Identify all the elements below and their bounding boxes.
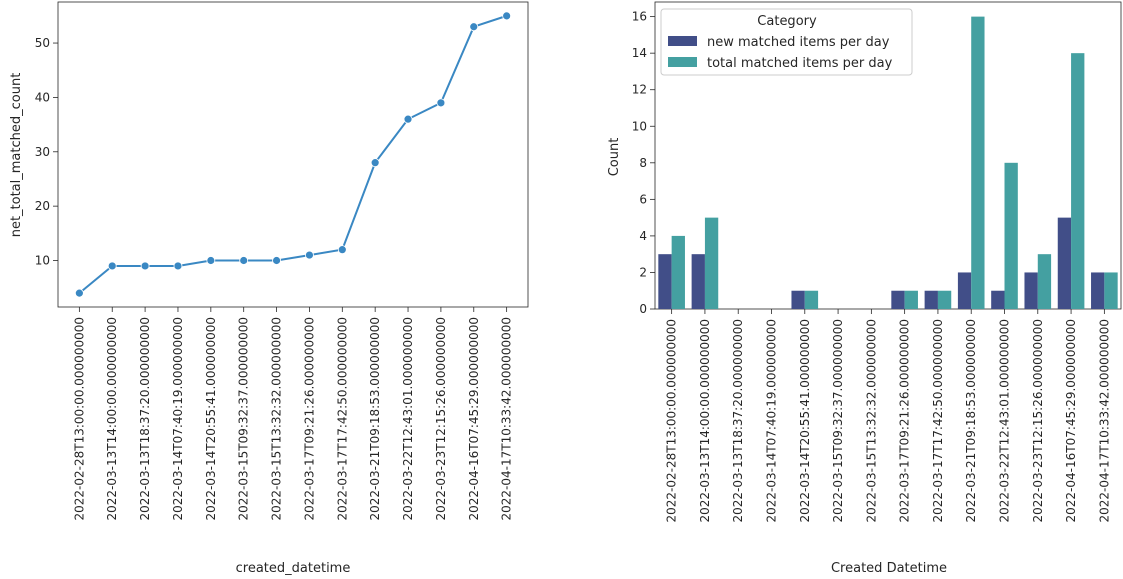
y-tick-label: 30 xyxy=(35,145,50,159)
bar-chart-bars xyxy=(658,16,1118,309)
x-tick-label: 2022-03-15T13:32:32.000000000 xyxy=(864,319,878,523)
x-tick-label: 2022-03-14T20:55:41.000000000 xyxy=(204,317,218,521)
bar-new-matched xyxy=(957,272,972,309)
line-chart-frame xyxy=(57,1,529,308)
data-point xyxy=(436,98,446,108)
data-point xyxy=(74,288,84,298)
x-tick-label: 2022-03-14T07:40:19.000000000 xyxy=(765,319,779,523)
x-tick-label: 2022-03-17T09:21:26.000000000 xyxy=(302,317,316,521)
bar-total-matched xyxy=(904,290,918,309)
bar-new-matched xyxy=(991,290,1005,309)
y-tick-label: 2 xyxy=(639,265,647,279)
legend-swatch-new xyxy=(668,36,697,46)
y-tick-label: 16 xyxy=(632,10,647,24)
y-tick-label: 10 xyxy=(632,119,647,133)
data-point xyxy=(370,158,380,168)
y-tick-label: 10 xyxy=(35,254,50,268)
bar-total-matched xyxy=(1004,162,1018,309)
bar-chart-legend: Category new matched items per day total… xyxy=(660,8,913,76)
y-tick-label: 20 xyxy=(35,199,50,213)
legend-label-total: total matched items per day xyxy=(707,56,893,71)
data-point xyxy=(469,22,479,32)
bar-total-matched xyxy=(1071,53,1085,309)
series-points xyxy=(74,11,512,298)
bar-total-matched xyxy=(671,235,685,309)
bar-new-matched xyxy=(658,254,672,309)
bar-chart-x-axis: 2022-02-28T13:00:00.000000000 2022-03-13T… xyxy=(665,309,1111,523)
x-tick-label: 2022-03-15T13:32:32.000000000 xyxy=(270,317,284,521)
legend-swatch-total xyxy=(668,57,697,67)
bar-chart: 0 2 4 6 8 10 12 14 16 2022-02-28T13:00:00.000000… xyxy=(607,1,1122,576)
x-tick-label: 2022-04-16T07:45:29.000000000 xyxy=(1064,319,1078,523)
bar-total-matched xyxy=(1037,254,1052,309)
legend-title: Category xyxy=(757,14,817,29)
x-tick-label: 2022-04-16T07:45:29.000000000 xyxy=(467,317,481,521)
data-point xyxy=(206,256,216,265)
bar-total-matched xyxy=(704,217,719,309)
x-tick-label: 2022-04-17T10:33:42.000000000 xyxy=(500,317,514,521)
line-chart-x-axis-label: created_datetime xyxy=(236,561,351,576)
data-point xyxy=(337,245,347,255)
x-tick-label: 2022-03-17T17:42:50.000000000 xyxy=(931,319,945,523)
bar-new-matched xyxy=(1057,217,1072,309)
bar-total-matched xyxy=(971,16,985,309)
x-tick-label: 2022-03-13T14:00:00.000000000 xyxy=(105,317,119,521)
x-tick-label: 2022-03-15T09:32:37.000000000 xyxy=(237,317,251,521)
y-tick-label: 8 xyxy=(639,156,647,170)
legend-box xyxy=(660,8,913,76)
bar-new-matched xyxy=(791,290,805,309)
x-tick-label: 2022-03-14T20:55:41.000000000 xyxy=(798,319,812,523)
data-point xyxy=(239,256,249,265)
data-point xyxy=(140,261,150,271)
y-tick-label: 50 xyxy=(35,36,50,50)
bar-chart-y-axis: 0 2 4 6 8 10 12 14 16 xyxy=(632,10,655,316)
x-tick-label: 2022-03-15T09:32:37.000000000 xyxy=(831,319,845,523)
y-tick-label: 0 xyxy=(639,302,647,316)
x-tick-label: 2022-03-17T09:21:26.000000000 xyxy=(898,319,912,523)
x-tick-label: 2022-03-23T12:15:26.000000000 xyxy=(1031,319,1045,523)
line-chart-y-axis-label: net_total_matched_count xyxy=(9,73,24,238)
y-tick-label: 12 xyxy=(632,83,647,97)
y-tick-label: 40 xyxy=(35,90,50,104)
bar-total-matched xyxy=(937,290,952,309)
x-tick-label: 2022-03-21T09:18:53.000000000 xyxy=(368,317,382,521)
line-chart: 10 20 30 40 50 2022-02-28T13:00:00.000000000… xyxy=(9,1,529,576)
legend-label-new: new matched items per day xyxy=(707,35,890,50)
y-tick-label: 6 xyxy=(639,192,647,206)
bar-new-matched xyxy=(691,254,705,309)
y-tick-label: 4 xyxy=(639,229,647,243)
x-tick-label: 2022-03-21T09:18:53.000000000 xyxy=(964,319,978,523)
bar-total-matched xyxy=(804,290,819,309)
bar-chart-frame xyxy=(654,1,1122,310)
x-tick-label: 2022-03-23T12:15:26.000000000 xyxy=(434,317,448,521)
series-line xyxy=(78,14,507,294)
x-tick-label: 2022-03-14T07:40:19.000000000 xyxy=(171,317,185,521)
x-tick-label: 2022-03-13T18:37:20.000000000 xyxy=(138,317,152,521)
bar-chart-y-axis-label: Count xyxy=(607,138,622,177)
bar-chart-x-axis-label: Created Datetime xyxy=(831,561,947,576)
bar-total-matched xyxy=(1104,272,1118,309)
x-tick-label: 2022-03-22T12:43:01.000000000 xyxy=(401,317,415,521)
bar-new-matched xyxy=(891,290,905,309)
data-point xyxy=(305,250,314,260)
x-tick-label: 2022-04-17T10:33:42.000000000 xyxy=(1097,319,1111,523)
data-point xyxy=(173,261,183,271)
x-tick-label: 2022-02-28T13:00:00.000000000 xyxy=(72,317,86,521)
line-chart-x-axis: 2022-02-28T13:00:00.000000000 2022-03-13T… xyxy=(72,307,514,521)
x-tick-label: 2022-03-22T12:43:01.000000000 xyxy=(998,319,1012,523)
y-tick-label: 14 xyxy=(632,46,647,60)
bar-new-matched xyxy=(924,290,938,309)
data-point xyxy=(107,261,117,271)
data-point xyxy=(403,114,413,124)
data-point xyxy=(272,256,281,265)
x-tick-label: 2022-03-17T17:42:50.000000000 xyxy=(335,317,349,521)
x-tick-label: 2022-03-13T14:00:00.000000000 xyxy=(698,319,712,523)
line-chart-y-axis: 10 20 30 40 50 xyxy=(35,36,58,268)
bar-new-matched xyxy=(1091,272,1105,309)
x-tick-label: 2022-03-13T18:37:20.000000000 xyxy=(731,319,745,523)
data-point xyxy=(502,11,512,21)
bar-new-matched xyxy=(1024,272,1038,309)
x-tick-label: 2022-02-28T13:00:00.000000000 xyxy=(665,319,679,523)
